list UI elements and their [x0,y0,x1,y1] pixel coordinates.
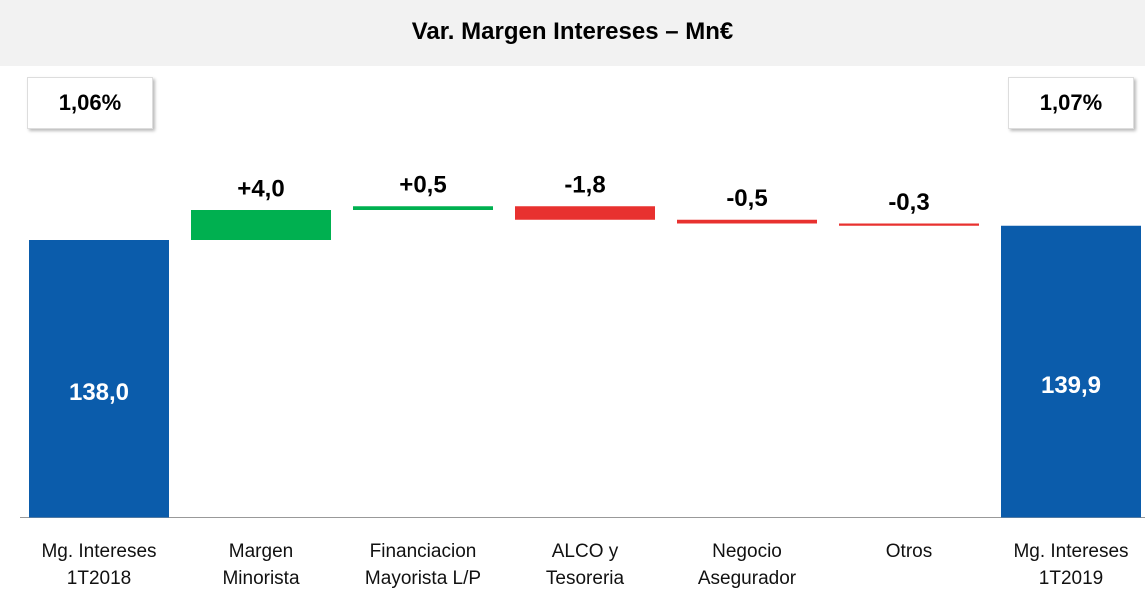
annotation-box: 1,06% [27,77,153,129]
x-tick-label: Margen Minorista [222,541,300,589]
value-label: +4,0 [237,175,284,202]
bar [677,219,817,224]
value-label: +0,5 [399,172,446,199]
value-label: -1,8 [564,172,605,199]
bar [1001,225,1141,518]
bar [353,206,493,210]
bar [839,223,979,226]
value-label: 138,0 [69,379,129,406]
value-label: 139,9 [1041,372,1101,399]
x-tick-label: Mg. Intereses 1T2019 [1013,541,1129,589]
bar [29,240,169,518]
x-tick-label: Otros [885,541,933,562]
x-tick-label: Mg. Intereses 1T2018 [41,541,157,589]
bar [191,210,331,240]
chart-title: Var. Margen Intereses – Mn€ [411,18,734,45]
value-label: -0,3 [888,189,929,216]
x-tick-label: Financiacion Mayorista L/P [364,541,482,589]
x-tick-label: Negocio Asegurador [697,541,797,589]
annotation-box: 1,07% [1008,77,1134,129]
value-label: -0,5 [726,185,767,212]
title-bar [0,0,1145,66]
x-tick-label: ALCO y Tesoreria [545,541,625,589]
bar [515,206,655,220]
